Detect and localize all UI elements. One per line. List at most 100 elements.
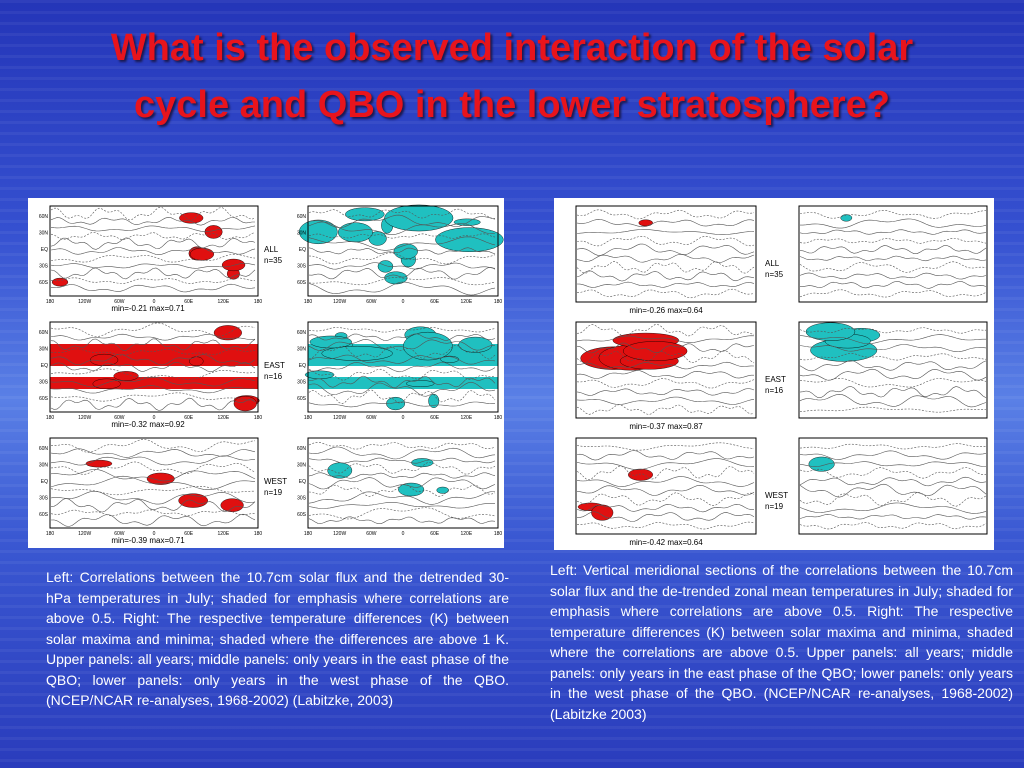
contour <box>308 233 496 239</box>
lon-label: 0 <box>153 299 156 305</box>
contour <box>308 221 496 235</box>
contour <box>308 507 496 520</box>
contour <box>576 335 755 343</box>
contour <box>576 229 755 235</box>
shaded-area <box>436 486 449 494</box>
panel-range: min=-0.21 max=0.71 <box>111 304 185 313</box>
lon-label: 120E <box>217 531 229 537</box>
contour <box>50 225 256 233</box>
panel-range: min=-0.26 max=0.64 <box>629 306 703 315</box>
lat-label: 60N <box>39 330 49 336</box>
contour <box>308 326 496 333</box>
contour <box>576 503 755 513</box>
shaded-area <box>398 482 425 497</box>
contour <box>576 442 755 451</box>
contour <box>799 450 987 460</box>
contour <box>50 338 256 351</box>
lon-label: 120W <box>78 531 91 537</box>
lat-label: 30N <box>297 231 307 237</box>
lon-label: 180 <box>494 299 503 305</box>
lon-label: 60W <box>114 531 125 537</box>
lon-label: 60W <box>366 531 377 537</box>
lat-label: 60N <box>39 214 49 220</box>
contour <box>576 349 755 364</box>
panel-n: n=19 <box>264 488 283 497</box>
panel-range: min=-0.32 max=0.92 <box>111 420 185 429</box>
contour <box>308 375 496 388</box>
lat-label: EQ <box>299 479 306 485</box>
contour <box>576 511 755 522</box>
contour <box>799 245 987 254</box>
contour <box>799 272 987 280</box>
shaded-area <box>221 258 246 272</box>
contour <box>799 360 987 372</box>
contour <box>799 353 987 361</box>
contour <box>50 486 255 496</box>
contour <box>576 261 755 274</box>
lon-label: 120W <box>333 299 346 305</box>
map-frame <box>798 437 988 535</box>
contour <box>576 218 755 228</box>
map-frame <box>49 205 259 297</box>
map-frame <box>798 321 988 419</box>
lon-label: 180 <box>46 415 55 421</box>
shaded-area <box>393 243 418 260</box>
contour <box>576 270 755 282</box>
contour <box>799 334 986 344</box>
lat-label: EQ <box>41 479 48 485</box>
contour <box>50 348 256 356</box>
contour <box>50 216 255 226</box>
lon-label: 60W <box>114 415 125 421</box>
contour <box>799 344 987 353</box>
contour <box>576 378 755 389</box>
contour <box>50 322 256 337</box>
contour <box>308 214 496 229</box>
contour <box>308 208 495 219</box>
contour <box>50 498 256 513</box>
contour <box>308 368 496 381</box>
map-frame <box>49 321 259 413</box>
map-frame <box>307 205 499 297</box>
lat-label: 60S <box>297 512 307 518</box>
contour <box>799 443 987 450</box>
shaded-area <box>405 380 435 387</box>
contour <box>50 277 256 284</box>
contour <box>799 467 987 479</box>
contour <box>576 235 755 247</box>
lat-label: EQ <box>41 247 48 253</box>
lon-label: 0 <box>153 415 156 421</box>
shaded-area <box>805 322 856 341</box>
contour <box>576 209 755 220</box>
lat-label: 60S <box>39 396 49 402</box>
shaded-area <box>189 247 214 261</box>
contour <box>799 255 987 262</box>
contour <box>799 393 987 408</box>
contour <box>308 267 496 280</box>
contour <box>308 381 496 397</box>
contour <box>50 491 256 505</box>
lon-label: 120W <box>333 531 346 537</box>
lon-label: 180 <box>254 415 263 421</box>
lon-label: 180 <box>304 415 313 421</box>
lat-label: 60S <box>39 512 49 518</box>
panel-n: n=35 <box>264 256 283 265</box>
contour <box>308 401 496 408</box>
lat-label: 60N <box>297 214 307 220</box>
lon-label: 120E <box>460 299 472 305</box>
lon-label: 120E <box>460 531 472 537</box>
lon-label: 180 <box>304 299 313 305</box>
map-frame <box>575 437 757 535</box>
panel-range: min=-0.42 max=0.64 <box>629 538 703 547</box>
lat-label: EQ <box>299 247 306 253</box>
lat-label: 30N <box>39 231 49 237</box>
contour <box>576 253 755 263</box>
contour <box>576 388 755 396</box>
slide-title: What is the observed interaction of the … <box>110 27 914 126</box>
contour <box>50 513 256 527</box>
shaded-area <box>213 325 242 341</box>
contour <box>576 458 755 471</box>
shaded-area <box>85 459 113 468</box>
lon-label: 120W <box>333 415 346 421</box>
lon-label: 60W <box>366 415 377 421</box>
